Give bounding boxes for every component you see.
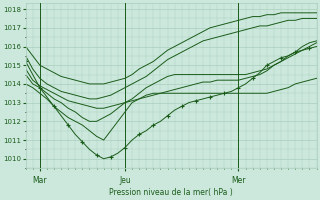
X-axis label: Pression niveau de la mer( hPa ): Pression niveau de la mer( hPa ) [109, 188, 233, 197]
